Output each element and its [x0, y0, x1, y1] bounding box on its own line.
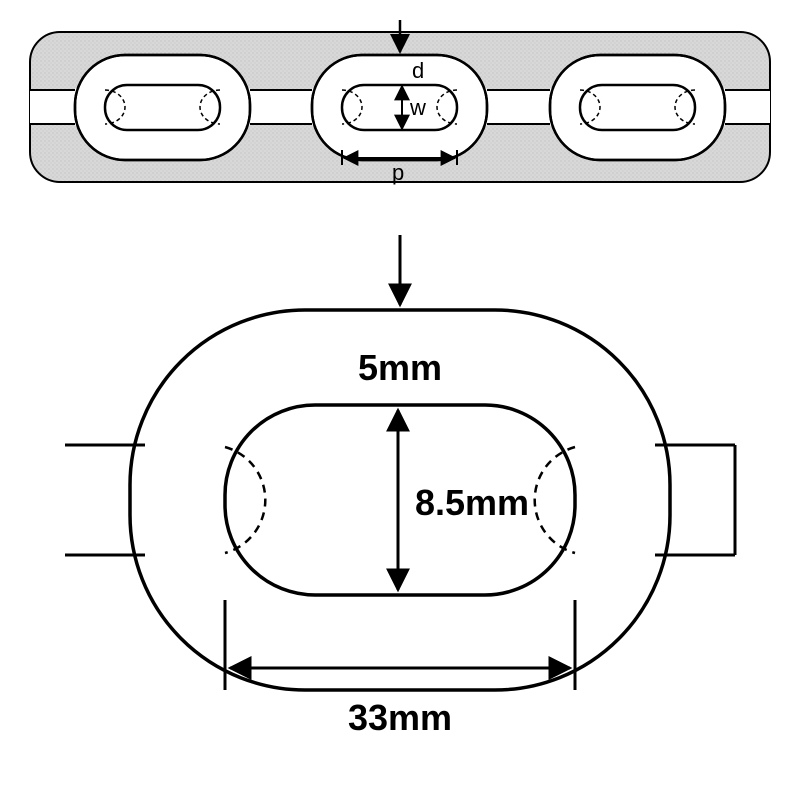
- main-link-diagram: 5mm 8.5mm 33mm: [65, 235, 735, 738]
- label-5mm: 5mm: [358, 347, 442, 388]
- label-d: d: [412, 58, 424, 83]
- label-p: p: [392, 160, 404, 185]
- label-w: w: [409, 95, 426, 120]
- label-8-5mm: 8.5mm: [415, 482, 529, 523]
- chain-link-3: [550, 55, 725, 160]
- label-33mm: 33mm: [348, 697, 452, 738]
- chain-link-2: [312, 55, 487, 160]
- top-chain-panel: d w p: [30, 20, 770, 185]
- chain-link-1: [75, 55, 250, 160]
